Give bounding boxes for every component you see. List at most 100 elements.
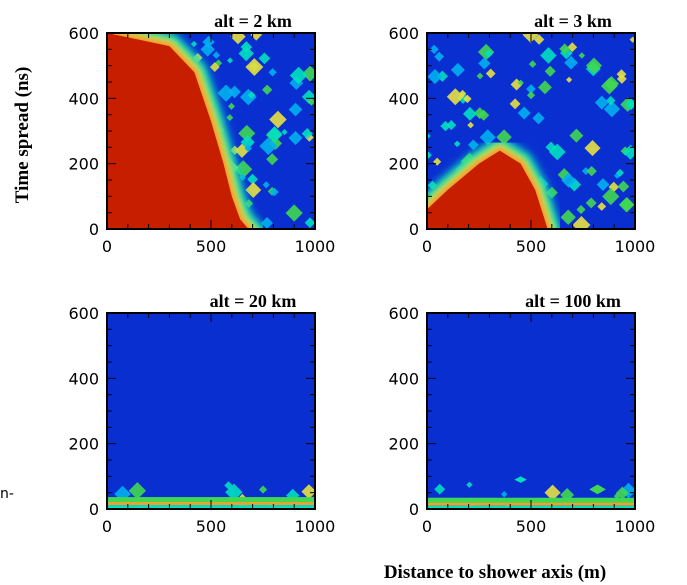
- heatmap-cell: [501, 491, 508, 498]
- heatmap-cell: [509, 98, 521, 110]
- heatmap-cell: [212, 51, 221, 59]
- panel-1: 0 500 1000 0 200 400 600 alt = 2 km: [68, 11, 335, 256]
- heatmap-cell: [238, 124, 256, 142]
- heatmap-cell: [616, 168, 624, 177]
- heatmap-area: [427, 313, 635, 509]
- heatmap-cell: [288, 130, 303, 146]
- heatmap-cell: [266, 153, 279, 166]
- x-tick-label: 500: [196, 237, 227, 256]
- y-tick-label: 400: [388, 89, 419, 108]
- heatmap-cell: [234, 160, 253, 179]
- heatmap-cell: [262, 181, 270, 189]
- heatmap-cell: [594, 95, 609, 110]
- y-tick-label: 600: [68, 304, 99, 323]
- heatmap-cell: [473, 107, 486, 120]
- heatmap-cell: [602, 187, 620, 206]
- panel-title: alt = 100 km: [525, 291, 621, 311]
- heatmap-cell: [429, 44, 439, 55]
- heatmap-cell: [261, 217, 274, 229]
- y-tick-label: 200: [388, 435, 419, 454]
- heatmap-cell: [238, 45, 254, 62]
- heatmap-cell: [266, 126, 283, 143]
- heatmap-cell: [620, 482, 635, 499]
- heatmap-cell: [526, 84, 536, 94]
- heatmap-cell: [585, 197, 597, 209]
- x-tick-label: 0: [422, 517, 432, 536]
- heatmap-cell: [467, 139, 479, 151]
- heatmap-cell: [285, 204, 303, 222]
- heatmap-cell: [567, 42, 578, 53]
- heatmap-cell: [224, 481, 233, 490]
- heatmap-cell: [597, 202, 607, 211]
- heatmap-cell: [240, 88, 257, 106]
- heatmap-cell: [559, 43, 571, 55]
- heatmap-cell: [622, 144, 635, 160]
- heatmap-cell: [528, 60, 537, 68]
- heatmap-background: [427, 313, 635, 509]
- panel-2: 0 500 1000 0 200 400 600 alt = 3 km: [388, 11, 655, 256]
- heatmap-cell: [540, 47, 557, 64]
- panel-3: 0 500 1000 0 200 400 600 alt = 20 km: [68, 291, 335, 536]
- x-tick-label: 1000: [615, 517, 656, 536]
- heatmap-cell: [250, 33, 263, 41]
- y-tick-label: 200: [68, 155, 99, 174]
- heatmap-cell: [544, 484, 561, 501]
- heatmap-cell: [564, 55, 578, 70]
- heatmap-cell: [269, 110, 287, 129]
- heatmap-cell: [526, 91, 536, 100]
- heatmap-cell: [478, 57, 491, 70]
- y-tick-label: 400: [68, 89, 99, 108]
- heatmap-area: [427, 33, 635, 229]
- heatmap-cell: [230, 33, 246, 45]
- heatmap-cell: [434, 51, 445, 62]
- heatmap-cell: [578, 52, 586, 59]
- heatmap-cell: [281, 129, 288, 136]
- heatmap-cell: [114, 485, 131, 503]
- heatmap-cell: [569, 128, 584, 143]
- y-tick-label: 400: [388, 369, 419, 388]
- heatmap-cell: [301, 128, 313, 140]
- heatmap-cell: [600, 77, 618, 95]
- heatmap-background: [107, 313, 315, 509]
- heatmap-cell: [259, 137, 278, 156]
- heatmap-cell: [517, 79, 524, 86]
- heatmap-cell: [532, 112, 545, 125]
- heatmap-cell: [608, 181, 620, 193]
- heatmap-cell: [467, 121, 474, 129]
- heatmap-cell: [625, 98, 635, 111]
- heatmap-cell: [581, 167, 590, 175]
- heatmap-cell: [440, 120, 451, 132]
- heatmap-cell: [545, 186, 558, 199]
- heatmap-cell: [616, 69, 627, 80]
- heatmap-cell: [572, 215, 591, 229]
- heatmap-cell: [566, 76, 573, 83]
- panel-title: alt = 2 km: [214, 11, 292, 31]
- heatmap-cell: [270, 187, 279, 197]
- heatmap-cell: [226, 114, 234, 122]
- heatmap-area: [107, 33, 315, 229]
- heatmap-cell: [585, 57, 603, 74]
- heatmap-cell: [307, 98, 315, 106]
- heatmap-cell: [617, 180, 630, 193]
- heatmap-cell: [458, 89, 467, 98]
- x-tick-label: 1000: [295, 237, 336, 256]
- heatmap-cell: [190, 40, 198, 48]
- heatmap-cell: [538, 80, 552, 95]
- y-tick-label: 0: [409, 220, 419, 239]
- heatmap-cell: [603, 100, 621, 118]
- heatmap-cell: [245, 182, 262, 198]
- y-tick-label: 400: [68, 369, 99, 388]
- heatmap-cell: [576, 204, 586, 215]
- heatmap-cell: [463, 94, 472, 104]
- heatmap-cell: [289, 66, 308, 85]
- heatmap-cell: [589, 484, 606, 495]
- y-tick-label: 0: [89, 500, 99, 519]
- y-tick-label: 600: [68, 24, 99, 43]
- heatmap-cell: [244, 144, 253, 153]
- heatmap-cell: [268, 68, 277, 77]
- heatmap-cell: [228, 85, 241, 99]
- heatmap-cell: [629, 36, 635, 43]
- heatmap-cell: [434, 483, 446, 495]
- heatmap-cell: [618, 197, 635, 213]
